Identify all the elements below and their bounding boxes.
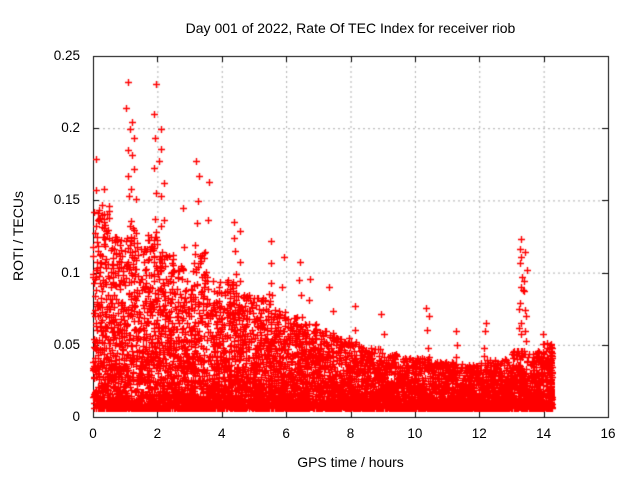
y-tick-label: 0.05	[53, 336, 80, 352]
x-tick-label: 6	[282, 426, 290, 441]
x-tick-label: 14	[536, 426, 552, 441]
chart-title: Day 001 of 2022, Rate Of TEC Index for r…	[185, 20, 516, 36]
x-axis-label: GPS time / hours	[297, 454, 404, 470]
y-tick-label: 0.2	[61, 120, 80, 136]
x-tick-label: 4	[217, 426, 226, 441]
y-tick-label: 0	[72, 409, 80, 424]
x-tick-label: 12	[471, 426, 487, 441]
y-tick-label: 0.25	[53, 48, 80, 63]
x-tick-label: 16	[600, 426, 616, 441]
y-tick-label: 0.15	[53, 192, 80, 208]
x-tick-label: 8	[346, 426, 355, 441]
x-tick-label: 0	[89, 426, 97, 441]
y-tick-label: 0.1	[61, 264, 80, 280]
x-tick-label: 2	[153, 426, 162, 441]
x-tick-label: 10	[407, 426, 423, 441]
